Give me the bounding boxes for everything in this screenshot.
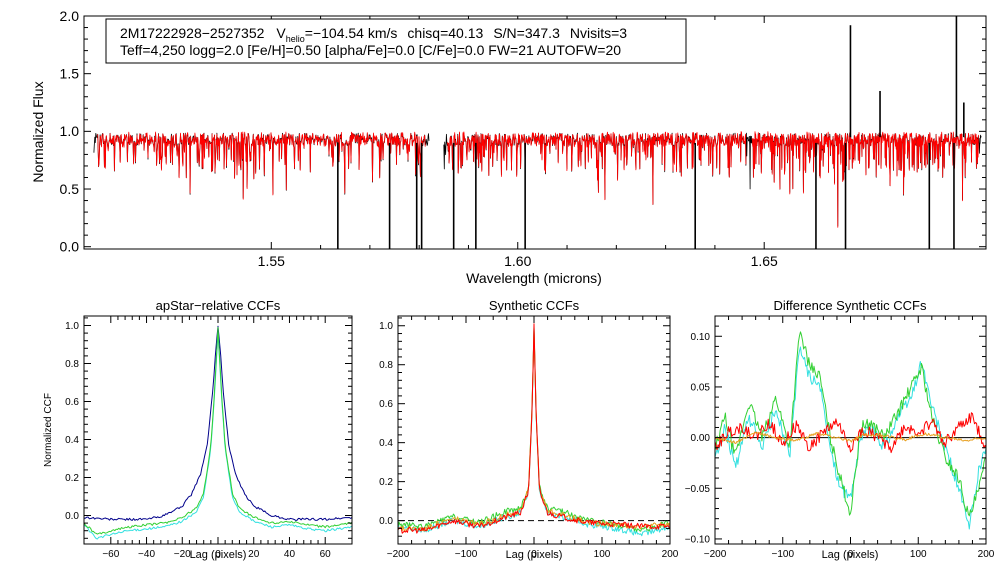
- apstar-ccf-xtick-label: −20: [174, 549, 191, 560]
- difference-ccf-visit-2-line: [714, 331, 987, 517]
- apstar-ccf-xtick-label: 0: [215, 549, 221, 560]
- difference-ccf-panel: −200 −100 0 100 200 −0.10 −0.05 0.00 0.05 0.10 Di…: [685, 298, 995, 561]
- synthetic-ccf-plot-frame: [397, 315, 671, 545]
- spectrum-ytick-label: 0.5: [60, 181, 80, 197]
- spectrum-plot-frame: [83, 15, 987, 250]
- apstar-ccf-y-axis-label: Normalized CCF: [43, 393, 54, 467]
- synthetic-ccf-ytick-label: 0.8: [379, 360, 393, 371]
- snr-value: S/N=347.3: [493, 25, 560, 41]
- apstar-ccf-xtick-label: −60: [102, 549, 119, 560]
- spectrum-y-axis-label: Normalized Flux: [30, 81, 46, 182]
- star-id: 2M17222928−2527352: [120, 25, 265, 41]
- synthetic-ccf-x-axis-label: Lag (pixels): [506, 549, 563, 561]
- spectrum-ytick-label: 1.0: [60, 123, 80, 139]
- vhelio-prefix: V: [276, 25, 286, 41]
- spectrum-x-axis-label: Wavelength (microns): [466, 270, 602, 286]
- synthetic-ccf-ytick-label: 1.0: [379, 321, 393, 332]
- apstar-ccf-ticks: −60 −40 −20 0 20 40 60 0.0 0.2 0.4 0.6 0.8 1.0: [65, 316, 352, 560]
- synthetic-ccf-ytick-label: 0.4: [379, 438, 393, 449]
- apstar-ccf-xtick-label: −40: [138, 549, 155, 560]
- annotation-line-2: Teff=4,250 logg=2.0 [Fe/H]=0.50 [alpha/F…: [120, 42, 621, 58]
- spectrum-ytick-label: 2.0: [60, 8, 80, 24]
- synthetic-ccf-xtick-label: −200: [387, 549, 410, 560]
- apstar-ccf-panel: −60 −40 −20 0 20 40 60 0.0 0.2 0.4 0.6 0.8 1.0 apSta…: [43, 298, 353, 561]
- synthetic-ccf-xtick-label: −100: [455, 549, 478, 560]
- apstar-ccf-ytick-label: 0.6: [65, 397, 79, 408]
- apstar-ccf-visit-1-line: [83, 331, 353, 540]
- vhelio-subscript: helio: [286, 34, 305, 44]
- synthetic-ccf-visit-3-line: [397, 328, 671, 532]
- vhelio-value: =−104.54 km/s: [305, 25, 398, 41]
- synthetic-ccf-xtick-label: 200: [662, 549, 679, 560]
- synthetic-ccf-ytick-label: 0.6: [379, 399, 393, 410]
- synthetic-ccf-visit-1-line: [397, 326, 671, 537]
- difference-ccf-ticks: −200 −100 0 100 200 −0.10 −0.05 0.00 0.05 0.10: [685, 316, 995, 560]
- difference-ccf-xtick-label: 200: [978, 549, 995, 560]
- spectrum-model-line: [97, 131, 426, 200]
- difference-ccf-xtick-label: 100: [910, 549, 927, 560]
- apstar-ccf-x-axis-label: Lag (pixels): [190, 549, 247, 561]
- difference-ccf-ytick-label: 0.10: [691, 332, 711, 343]
- apstar-ccf-visit-2-line: [83, 326, 353, 535]
- difference-ccf-ytick-label: −0.10: [685, 534, 711, 545]
- difference-ccf-x-axis-label: Lag (pixels): [822, 549, 879, 561]
- difference-ccf-xtick-label: −200: [704, 549, 727, 560]
- difference-ccf-series-group: [714, 331, 987, 530]
- apstar-ccf-xtick-label: 40: [284, 549, 296, 560]
- difference-ccf-xtick-label: 0: [848, 549, 854, 560]
- apstar-ccf-ytick-label: 0.2: [65, 473, 79, 484]
- synthetic-ccf-combined-line: [397, 323, 671, 534]
- synthetic-ccf-series-group: [397, 323, 671, 537]
- spectrum-annotation-box: [105, 18, 687, 64]
- apstar-ccf-xtick-label: 60: [320, 549, 332, 560]
- apstar-ccf-series-group: [83, 325, 353, 540]
- difference-ccf-visit-3-line: [714, 412, 987, 454]
- annotation-line-1: 2M17222928−2527352 Vhelio=−104.54 km/s chi…: [120, 25, 627, 44]
- synthetic-ccf-title: Synthetic CCFs: [489, 298, 580, 313]
- spectrum-model-line: [751, 131, 979, 228]
- difference-ccf-ytick-label: 0.05: [691, 382, 711, 393]
- difference-ccf-ytick-label: −0.05: [685, 484, 711, 495]
- apstar-ccf-ytick-label: 0.0: [65, 511, 79, 522]
- synthetic-ccf-xtick-label: 0: [531, 549, 537, 560]
- synthetic-ccf-ytick-label: 0.2: [379, 477, 393, 488]
- apstar-ccf-ytick-label: 0.4: [65, 435, 79, 446]
- apstar-ccf-ytick-label: 0.8: [65, 359, 79, 370]
- spectrum-ytick-label: 1.5: [60, 66, 80, 82]
- spectrum-ticks: 1.55 1.60 1.65 0.0 0.5 1.0 1.5 2.0: [60, 8, 986, 269]
- synthetic-ccf-ytick-label: 0.0: [379, 516, 393, 527]
- synthetic-ccf-panel: −200 −100 0 100 200 0.0 0.2 0.4 0.6 0.8 1.0 Synthe…: [379, 298, 679, 561]
- difference-ccf-visit-4-line: [714, 431, 987, 444]
- apstar-ccf-ytick-label: 1.0: [65, 321, 79, 332]
- synthetic-ccf-ticks: −200 −100 0 100 200 0.0 0.2 0.4 0.6 0.8 1.0: [379, 316, 679, 560]
- spectrum-model-line: [446, 131, 747, 205]
- spectrum-ytick-label: 0.0: [60, 239, 80, 255]
- apstar-ccf-plot-frame: [83, 315, 353, 545]
- spectrum-xtick-label: 1.65: [751, 253, 778, 269]
- spectrum-series-group: [93, 16, 982, 249]
- spectrum-panel: 1.55 1.60 1.65 0.0 0.5 1.0 1.5 2.0 2M17222928−2…: [30, 8, 987, 286]
- apstar-ccf-title: apStar−relative CCFs: [156, 298, 281, 313]
- difference-ccf-ytick-label: 0.00: [691, 433, 711, 444]
- synthetic-ccf-xtick-label: 100: [594, 549, 611, 560]
- synthetic-ccf-visit-2-line: [397, 326, 671, 532]
- spectrum-xtick-label: 1.55: [258, 253, 285, 269]
- nvisits-value: Nvisits=3: [570, 25, 627, 41]
- spectrum-xtick-label: 1.60: [504, 253, 531, 269]
- apstar-ccf-combined-line: [83, 325, 353, 521]
- difference-ccf-title: Difference Synthetic CCFs: [774, 298, 927, 313]
- apstar-ccf-xtick-label: 20: [248, 549, 260, 560]
- difference-ccf-xtick-label: −100: [771, 549, 794, 560]
- chisq-value: chisq=40.13: [407, 25, 483, 41]
